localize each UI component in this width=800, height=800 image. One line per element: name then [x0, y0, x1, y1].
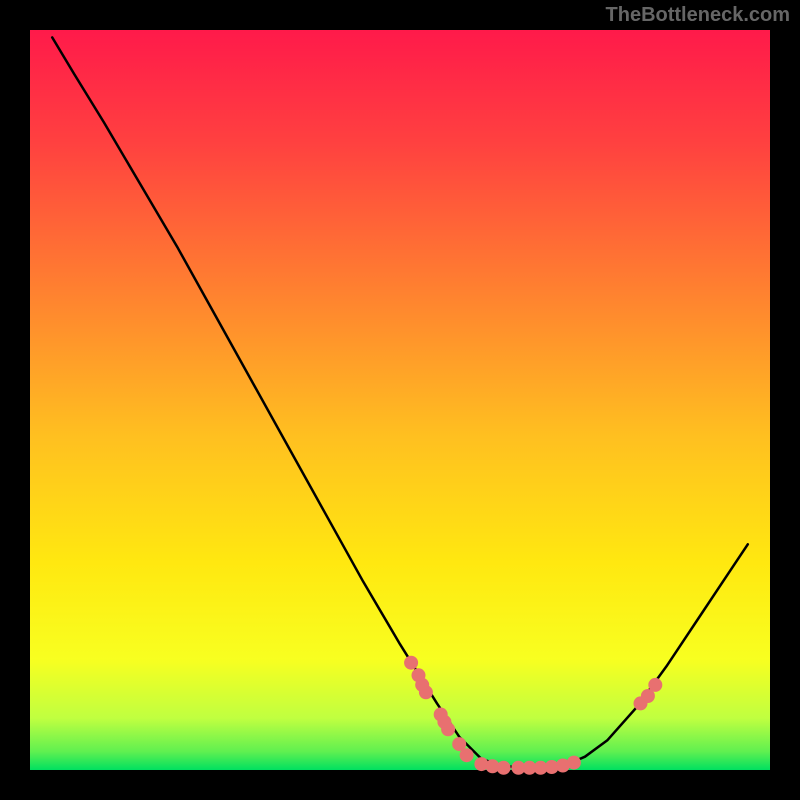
- plot-background: [30, 30, 770, 770]
- data-marker: [497, 761, 511, 775]
- watermark-text: TheBottleneck.com: [606, 4, 790, 27]
- data-marker: [404, 656, 418, 670]
- data-marker: [460, 748, 474, 762]
- chart-svg: [0, 0, 800, 800]
- data-marker: [648, 678, 662, 692]
- data-marker: [419, 685, 433, 699]
- chart-container: TheBottleneck.com: [0, 0, 800, 800]
- data-marker: [567, 756, 581, 770]
- data-marker: [441, 722, 455, 736]
